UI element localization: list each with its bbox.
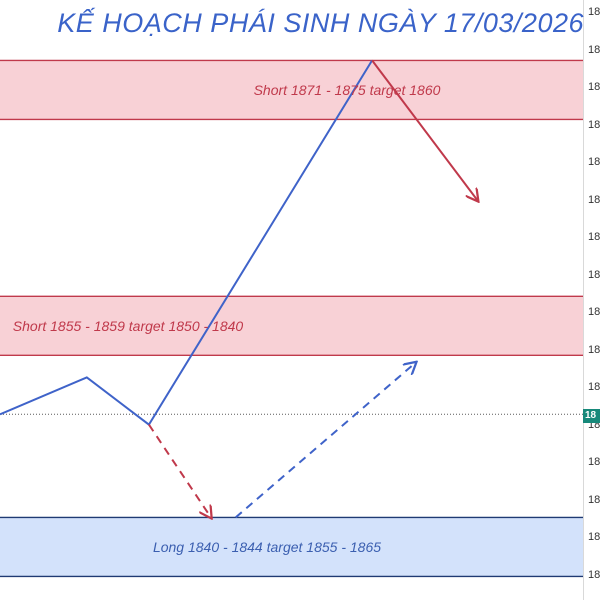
price-axis[interactable] [583,0,600,600]
zone-labels-layer: Short 1871 - 1875 target 1860 Short 1855 … [13,82,441,555]
zone-label-3: Long 1840 - 1844 target 1855 - 1865 [153,539,381,555]
chart-title: KẾ HOẠCH PHÁI SINH NGÀY 17/03/2026 [57,8,584,38]
y-tick-label: 18 [588,43,600,56]
y-tick-label: 18 [588,343,600,356]
y-tick-label: 18 [588,81,600,93]
series-path-1 [0,59,373,427]
zone-short-1[interactable] [0,60,583,120]
y-tick-label: 18 [588,268,600,281]
y-tick-label: 18 [588,118,600,131]
zone-long-3[interactable] [0,517,583,577]
y-tick-label: 18 [588,6,600,18]
series-path-4 [235,363,416,519]
y-tick-label: 18 [588,193,600,206]
zone-short-2[interactable] [0,296,583,356]
current-price-tag: 18 [583,409,600,423]
y-tick-label: 18 [588,231,600,243]
zone-label-1: Short 1871 - 1875 target 1860 [254,82,441,98]
zone-label-2: Short 1855 - 1859 target 1850 - 1840 [13,318,244,334]
zones-layer [0,59,583,578]
y-tick-label: 18 [588,381,600,393]
y-tick-label: 18 [588,156,600,168]
series-path-2 [371,59,478,200]
y-tick-label: 18 [588,306,600,318]
y-tick-label: 18 [588,568,600,581]
series-layer [0,59,478,519]
series-path-3 [148,424,211,518]
y-tick-label: 18 [588,456,600,468]
y-tick-label: 18 [588,493,600,506]
y-tick-label: 18 [588,531,600,543]
